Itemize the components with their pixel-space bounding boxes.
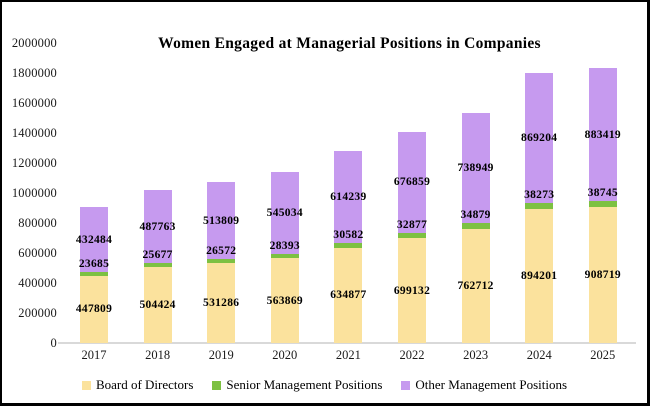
data-label-senior-management-positions: 32877 — [396, 219, 428, 232]
bar-segment-senior-management-positions — [588, 200, 617, 207]
x-tick-label: 2019 — [208, 348, 234, 362]
x-tick-label: 2023 — [463, 348, 489, 362]
y-tick-label: 200000 — [18, 306, 57, 320]
bar-segment-senior-management-positions — [80, 272, 108, 276]
bar-segment-board-of-directors — [80, 275, 108, 343]
data-label-senior-management-positions: 26572 — [206, 245, 237, 258]
bar-segment-other-management-positions — [525, 72, 554, 204]
data-label-other-management-positions: 869204 — [521, 131, 558, 144]
data-label-other-management-positions: 738949 — [457, 161, 494, 174]
data-label-senior-management-positions: 38745 — [587, 186, 618, 199]
legend: Board of Directors Senior Management Posi… — [2, 376, 647, 394]
data-label-board-of-directors: 447809 — [75, 303, 113, 316]
legend-item-other-management-positions: Other Management Positions — [401, 377, 567, 393]
data-label-board-of-directors: 894201 — [521, 269, 558, 282]
legend-item-senior-management-positions: Senior Management Positions — [212, 377, 382, 393]
data-label-other-management-positions: 545034 — [266, 207, 303, 220]
bar-segment-senior-management-positions — [143, 263, 172, 268]
legend-label: Senior Management Positions — [226, 377, 383, 392]
data-label-board-of-directors: 504424 — [139, 299, 176, 312]
data-label-other-management-positions: 432484 — [75, 233, 113, 246]
bar-segment-senior-management-positions — [461, 223, 490, 229]
legend-item-board-of-directors: Board of Directors — [81, 377, 194, 393]
y-tick-label: 2000000 — [11, 36, 57, 50]
data-label-board-of-directors: 762712 — [457, 279, 494, 292]
data-label-board-of-directors: 699132 — [393, 284, 431, 297]
data-label-other-management-positions: 513809 — [203, 214, 240, 227]
chart-title: Women Engaged at Managerial Positions in… — [158, 35, 541, 52]
data-label-other-management-positions: 676859 — [393, 176, 431, 189]
data-label-senior-management-positions: 28393 — [269, 240, 300, 253]
bar-segment-other-management-positions — [143, 190, 172, 264]
y-tick-label: 600000 — [18, 246, 57, 260]
x-tick-label: 2020 — [272, 348, 298, 362]
y-tick-label: 1400000 — [11, 126, 57, 140]
bar-segment-senior-management-positions — [334, 243, 363, 248]
bar-segment-senior-management-positions — [270, 254, 299, 259]
x-axis-line — [58, 342, 636, 344]
bar-segment-board-of-directors — [461, 228, 490, 343]
x-tick-label: 2018 — [145, 348, 171, 362]
data-label-board-of-directors: 563869 — [266, 294, 303, 307]
bar-segment-other-management-positions — [398, 131, 426, 234]
y-tick-label: 1000000 — [11, 186, 57, 200]
y-tick-label: 1200000 — [11, 156, 57, 170]
bar-segment-board-of-directors — [143, 267, 172, 343]
data-label-senior-management-positions: 34879 — [460, 209, 491, 222]
data-label-other-management-positions: 614239 — [330, 191, 367, 204]
data-label-senior-management-positions: 38273 — [524, 189, 555, 202]
data-label-senior-management-positions: 23685 — [78, 258, 110, 271]
data-label-senior-management-positions: 25677 — [142, 249, 173, 262]
legend-label: Board of Directors — [95, 377, 194, 392]
y-tick-label: 800000 — [18, 216, 57, 230]
bar-segment-other-management-positions — [270, 172, 299, 255]
data-label-board-of-directors: 908719 — [584, 268, 621, 281]
x-tick-label: 2017 — [81, 348, 107, 362]
legend-swatch-senior-management-positions — [212, 380, 222, 390]
y-tick-label: 1600000 — [11, 96, 57, 110]
bar-segment-senior-management-positions — [398, 233, 426, 239]
x-tick-label: 2021 — [335, 348, 361, 362]
bar-segment-board-of-directors — [398, 238, 426, 343]
y-tick-label: 0 — [50, 336, 57, 350]
bar-segment-board-of-directors — [588, 206, 617, 343]
y-tick-label: 1800000 — [11, 66, 57, 80]
legend-swatch-other-management-positions — [401, 380, 411, 390]
bar-segment-other-management-positions — [588, 68, 617, 201]
bar-segment-other-management-positions — [461, 112, 490, 224]
bar-segment-board-of-directors — [207, 263, 236, 343]
x-tick-label: 2024 — [526, 348, 552, 362]
x-tick-label: 2022 — [399, 348, 425, 362]
bar-segment-other-management-positions — [80, 207, 108, 273]
data-label-other-management-positions: 487763 — [139, 220, 176, 233]
bar-segment-other-management-positions — [207, 182, 236, 260]
bar-segment-board-of-directors — [334, 247, 363, 343]
legend-swatch-board-of-directors — [81, 380, 91, 390]
data-label-other-management-positions: 883419 — [584, 128, 621, 141]
bar-segment-senior-management-positions — [525, 203, 554, 209]
data-label-senior-management-positions: 30582 — [333, 229, 364, 242]
bar-segment-other-management-positions — [334, 151, 363, 244]
data-label-board-of-directors: 531286 — [203, 297, 240, 310]
bar-segment-board-of-directors — [525, 208, 554, 343]
bar-segment-board-of-directors — [270, 258, 299, 343]
legend-label: Other Management Positions — [415, 377, 568, 392]
bar-segment-senior-management-positions — [207, 259, 236, 264]
y-tick-label: 400000 — [18, 276, 57, 290]
data-label-board-of-directors: 634877 — [330, 289, 367, 302]
x-tick-label: 2025 — [590, 348, 616, 362]
